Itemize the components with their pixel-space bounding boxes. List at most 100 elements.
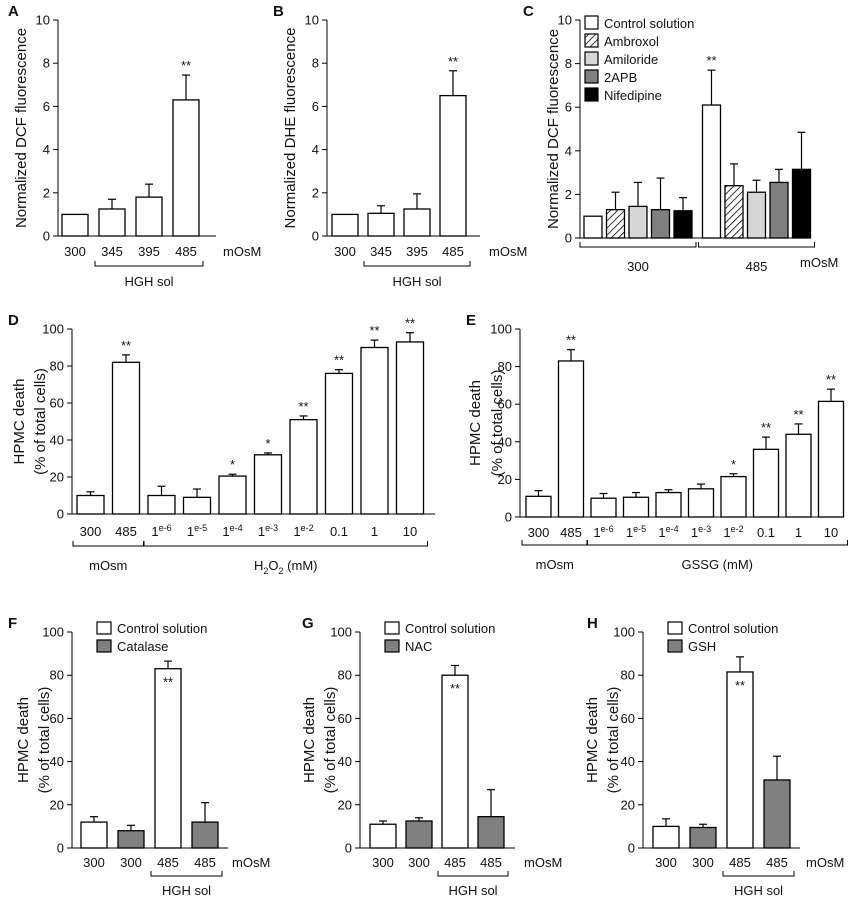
legend-swatch xyxy=(584,15,599,30)
group-bracket xyxy=(72,541,144,547)
category-exponent: e-2 xyxy=(301,523,314,533)
y-tick-label: 80 xyxy=(621,668,635,683)
formula-part: O xyxy=(268,558,278,573)
category-label: 1e-6 xyxy=(151,523,171,539)
significance-star: ** xyxy=(298,399,308,414)
category-label: 1e-6 xyxy=(593,524,613,540)
group-label: HGH sol xyxy=(392,274,441,289)
significance-star: ** xyxy=(735,678,745,693)
y-tick-label: 6 xyxy=(43,99,50,114)
category-label: 1e-3 xyxy=(258,523,278,539)
bar xyxy=(557,360,585,518)
subscript: 2 xyxy=(263,566,268,576)
significance-star: ** xyxy=(405,316,415,331)
category-label: 300 xyxy=(655,855,677,870)
bar xyxy=(331,213,359,237)
bar xyxy=(253,454,283,515)
y-tick-label: 8 xyxy=(565,56,572,71)
category-exponent: e-3 xyxy=(698,524,711,534)
bar xyxy=(791,168,812,239)
bar xyxy=(61,213,89,237)
bar xyxy=(817,400,845,518)
legend-label: Amiloride xyxy=(604,52,658,67)
category-label: 485 xyxy=(560,525,582,540)
y-tick-label: 6 xyxy=(565,100,572,115)
significance-star: ** xyxy=(793,407,803,422)
bar xyxy=(590,497,617,518)
legend-swatch xyxy=(584,33,599,48)
bar xyxy=(98,208,126,237)
category-label: 10 xyxy=(824,525,838,540)
significance-star: ** xyxy=(826,372,836,387)
category-label: 485 xyxy=(766,855,788,870)
legend-swatch xyxy=(584,87,599,102)
category-label: 300 xyxy=(408,855,430,870)
significance-star: ** xyxy=(334,353,344,368)
bar xyxy=(369,823,397,849)
bar xyxy=(746,191,767,239)
bar xyxy=(477,816,505,849)
bar xyxy=(622,496,650,518)
bar xyxy=(763,779,791,849)
formula-part: (mM) xyxy=(284,558,318,573)
unit-label: mOsM xyxy=(806,855,844,870)
bar xyxy=(720,475,747,518)
category-exponent: e-5 xyxy=(633,524,646,534)
y-tick-label: 10 xyxy=(558,13,572,28)
y-axis-subtitle: (% of total cells) xyxy=(322,687,339,794)
unit-label: mOsM xyxy=(489,244,527,259)
category-label: 395 xyxy=(138,244,160,259)
y-tick-label: 20 xyxy=(50,797,64,812)
y-tick-label: 100 xyxy=(42,322,64,337)
legend-swatch xyxy=(96,621,112,635)
category-label: 300 xyxy=(120,855,142,870)
category-label: 0.1 xyxy=(757,525,775,540)
significance-star: * xyxy=(265,436,270,451)
group-bracket xyxy=(437,871,509,877)
panel-f-chart: F 0 20 40 60 80 100 HPMC death (% of total cells… xyxy=(8,615,270,898)
category-exponent: e-6 xyxy=(159,523,172,533)
y-axis-title: HPMC death xyxy=(15,697,32,783)
unit-label: mOsM xyxy=(800,255,838,270)
y-tick-label: 4 xyxy=(565,143,572,158)
bar xyxy=(724,185,744,239)
y-tick-label: 0 xyxy=(57,841,64,856)
significance-star: ** xyxy=(450,681,460,696)
group-bracket xyxy=(698,242,815,248)
panel-letter: D xyxy=(8,312,19,329)
bar xyxy=(689,826,717,849)
y-tick-label: 40 xyxy=(50,754,64,769)
y-tick-label: 8 xyxy=(312,56,319,71)
unit-label: mOsM xyxy=(223,244,261,259)
group-bracket xyxy=(521,540,588,546)
y-axis-subtitle: (% of total cells) xyxy=(32,368,49,475)
significance-star: ** xyxy=(448,54,458,69)
legend-swatch xyxy=(667,639,683,653)
y-tick-label: 100 xyxy=(42,625,64,640)
category-exponent: e-2 xyxy=(731,524,744,534)
panel-a-chart: A 0 2 4 6 8 10 Normalized DCF fluorescence 300 34… xyxy=(8,3,261,289)
legend-label: Control solution xyxy=(405,621,495,636)
group-bracket xyxy=(150,871,223,877)
y-axis-title: HPMC death xyxy=(301,697,318,783)
legend-label: NAC xyxy=(405,639,432,654)
category-label: 1 xyxy=(795,525,802,540)
panel-letter: B xyxy=(273,3,284,20)
group-bracket xyxy=(722,871,795,877)
panel-letter: H xyxy=(587,615,598,632)
legend-label: Nifedipine xyxy=(604,88,662,103)
y-tick-label: 0 xyxy=(565,231,572,246)
significance-star: * xyxy=(230,457,235,472)
group-label: 485 xyxy=(746,259,768,274)
bar xyxy=(172,99,200,237)
y-axis-title: HPMC death xyxy=(467,380,484,466)
group-label: HGH sol xyxy=(124,274,173,289)
legend-swatch xyxy=(384,621,400,635)
y-tick-label: 0 xyxy=(505,510,512,525)
y-tick-label: 80 xyxy=(498,359,512,374)
y-tick-label: 0 xyxy=(43,229,50,244)
y-tick-label: 100 xyxy=(490,322,512,337)
bar xyxy=(525,495,552,518)
